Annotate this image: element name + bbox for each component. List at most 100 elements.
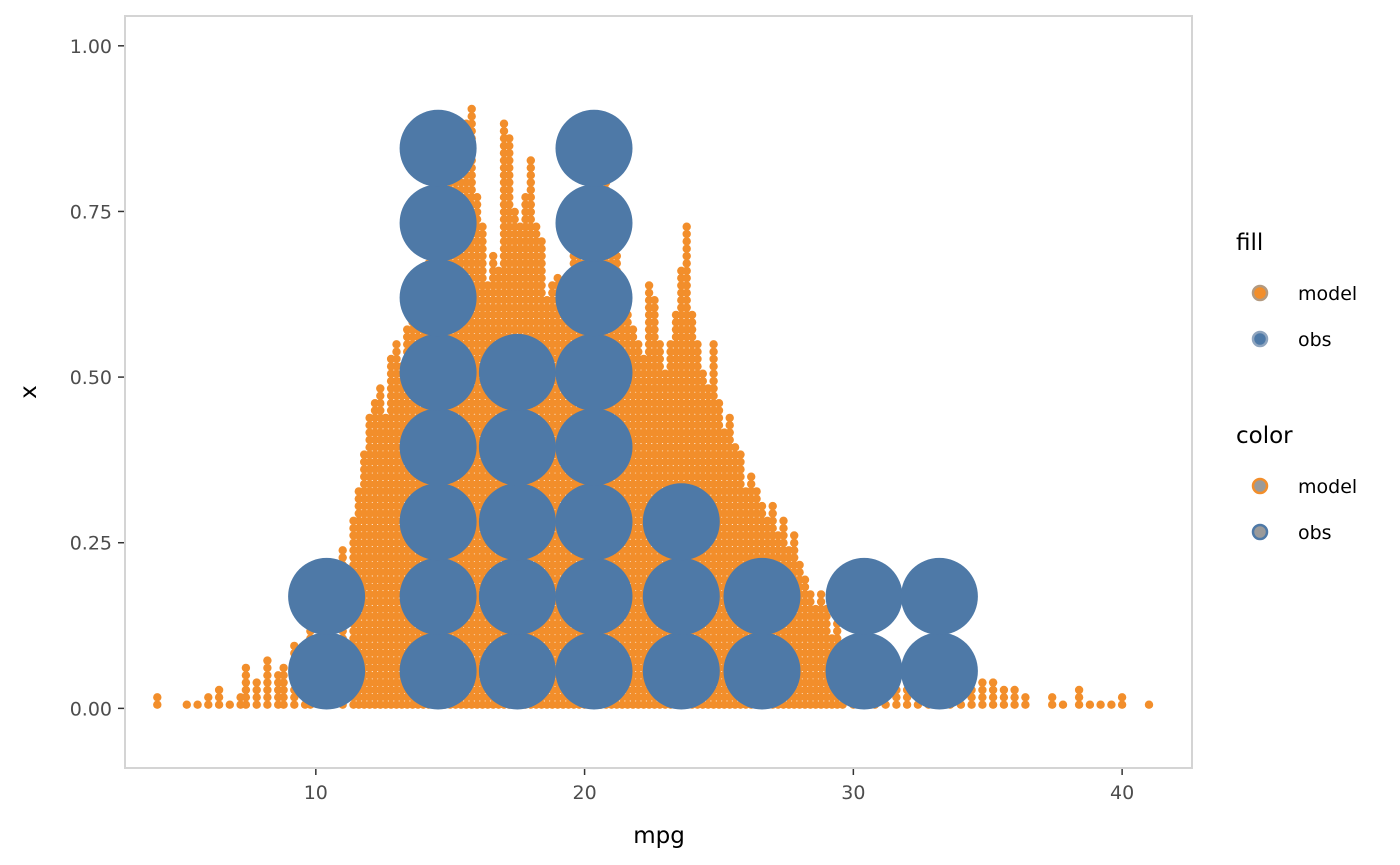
model-dot bbox=[682, 303, 691, 312]
model-dot bbox=[499, 119, 509, 128]
model-dot bbox=[1010, 685, 1019, 695]
obs-dot bbox=[399, 109, 477, 187]
model-dot bbox=[682, 237, 691, 246]
model-dot bbox=[526, 193, 535, 202]
model-dot bbox=[526, 156, 535, 165]
model-dot bbox=[537, 288, 546, 297]
obs-dot bbox=[825, 632, 903, 710]
model-dot bbox=[214, 700, 224, 709]
model-dot bbox=[650, 332, 659, 342]
obs-dot bbox=[555, 408, 633, 486]
model-dot bbox=[241, 693, 251, 702]
model-dot bbox=[279, 693, 288, 702]
model-dot bbox=[736, 479, 745, 489]
model-dot bbox=[263, 685, 272, 695]
model-dot bbox=[263, 656, 272, 665]
model-dot bbox=[687, 325, 697, 334]
model-dot bbox=[505, 134, 514, 143]
model-dot bbox=[790, 546, 799, 555]
model-dot bbox=[682, 296, 691, 305]
model-dot bbox=[1107, 700, 1116, 709]
model-dot bbox=[816, 590, 826, 599]
model-dot bbox=[736, 472, 745, 481]
model-dot bbox=[682, 251, 691, 261]
model-dot bbox=[1117, 700, 1127, 709]
model-dot bbox=[800, 582, 810, 592]
obs-dot bbox=[555, 184, 633, 262]
model-dot bbox=[967, 693, 976, 702]
model-dot bbox=[650, 296, 659, 305]
model-dot bbox=[999, 693, 1009, 702]
obs-dot bbox=[723, 632, 801, 710]
model-dot bbox=[214, 685, 224, 695]
obs-dot bbox=[555, 557, 633, 635]
obs-dot bbox=[555, 632, 633, 710]
x-tick-label: 10 bbox=[304, 782, 328, 804]
legend-key-color-model bbox=[1251, 477, 1269, 495]
obs-dot bbox=[642, 632, 720, 710]
model-dot bbox=[537, 237, 546, 246]
obs-dot bbox=[478, 632, 556, 710]
model-dot bbox=[779, 538, 788, 548]
model-dot bbox=[505, 171, 514, 180]
obs-dot bbox=[399, 408, 477, 486]
model-dot bbox=[988, 700, 998, 709]
y-axis-title: x bbox=[16, 385, 42, 399]
model-dot bbox=[698, 376, 707, 386]
model-dot bbox=[537, 259, 546, 268]
y-tick-label: 0.50 bbox=[70, 367, 112, 389]
model-dot bbox=[376, 384, 385, 393]
model-dot bbox=[779, 524, 788, 533]
y-tick-label: 0.00 bbox=[70, 698, 112, 720]
model-dot bbox=[988, 693, 998, 702]
model-dot bbox=[279, 685, 288, 695]
model-dot bbox=[709, 362, 718, 371]
model-dot bbox=[392, 347, 401, 356]
model-dot bbox=[225, 700, 234, 709]
model-dot bbox=[682, 229, 691, 239]
model-dot bbox=[978, 678, 987, 687]
model-dot bbox=[472, 200, 482, 209]
model-dot bbox=[714, 406, 724, 415]
model-dot bbox=[747, 472, 756, 481]
legend-label-fill-obs: obs bbox=[1298, 329, 1332, 351]
model-dot bbox=[279, 700, 288, 709]
model-dot bbox=[499, 126, 509, 136]
obs-dot bbox=[555, 109, 633, 187]
model-dot bbox=[682, 288, 691, 297]
model-dot bbox=[467, 171, 476, 180]
model-dot bbox=[698, 369, 707, 378]
model-dot bbox=[779, 531, 788, 540]
y-axis: 0.000.250.500.751.00 bbox=[70, 36, 124, 720]
model-dot bbox=[478, 251, 487, 261]
model-dot bbox=[241, 678, 251, 687]
model-dot bbox=[736, 450, 745, 459]
model-dot bbox=[489, 251, 498, 261]
model-dot bbox=[902, 700, 912, 709]
x-axis: 10 20 30 40 bbox=[304, 769, 1134, 804]
model-dot bbox=[725, 413, 734, 423]
model-dot bbox=[709, 347, 718, 356]
model-dot bbox=[757, 501, 767, 511]
model-dot bbox=[537, 281, 546, 290]
model-dot bbox=[768, 524, 777, 533]
legend-key-fill-obs bbox=[1251, 330, 1269, 348]
obs-dot bbox=[555, 333, 633, 411]
model-dot bbox=[833, 634, 842, 643]
model-dot bbox=[634, 347, 643, 356]
obs-dot bbox=[478, 408, 556, 486]
model-dot bbox=[478, 237, 487, 246]
model-dot bbox=[263, 671, 272, 680]
model-dot bbox=[1021, 693, 1030, 702]
y-tick-label: 0.25 bbox=[70, 533, 112, 555]
x-tick-label: 20 bbox=[572, 782, 596, 804]
model-dot bbox=[736, 465, 745, 474]
model-dot bbox=[693, 354, 702, 364]
model-dot bbox=[472, 193, 482, 202]
model-dot bbox=[892, 700, 901, 709]
model-dot bbox=[795, 560, 804, 570]
legend-key-fill-model bbox=[1251, 284, 1269, 302]
model-dot bbox=[1074, 693, 1084, 702]
